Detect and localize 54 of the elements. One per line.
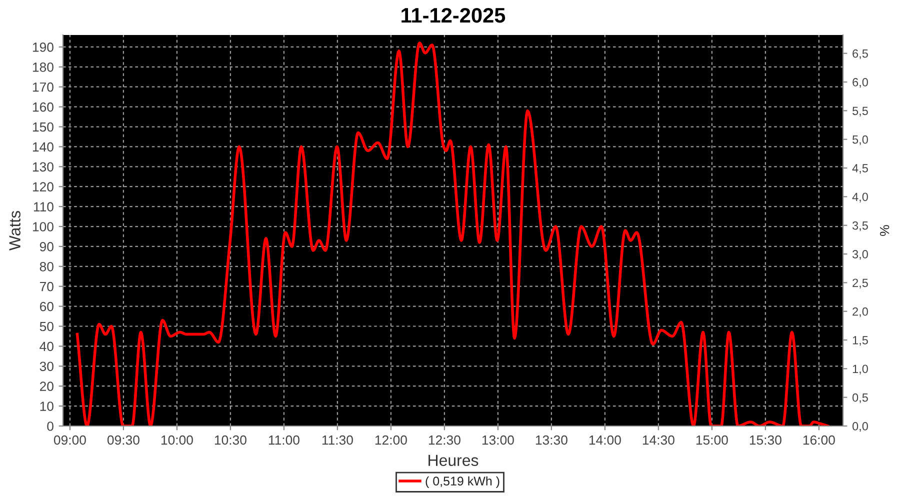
y2-tick-label: 4,5 <box>852 164 868 174</box>
x-axis-title: Heures <box>428 454 478 466</box>
y2-tick-label: 6,5 <box>852 49 868 60</box>
y-tick-label: 130 <box>32 162 54 172</box>
y2-tick-label: 4,0 <box>852 192 868 202</box>
y-tick-label: 20 <box>40 382 54 392</box>
y-tick-label: 80 <box>40 262 54 272</box>
x-tick-label: 09:30 <box>107 435 140 445</box>
x-tick-label: 10:30 <box>214 435 246 445</box>
y-tick-label: 110 <box>34 202 54 212</box>
x-tick-label: 15:30 <box>750 435 782 445</box>
y-tick-label: 10 <box>40 402 54 411</box>
y-tick-label: 100 <box>32 222 54 232</box>
y-tick-label: 0 <box>47 422 54 431</box>
y-tick-label: 70 <box>40 282 54 292</box>
y-tick-label: 140 <box>32 142 54 152</box>
x-tick-label: 11:00 <box>268 435 300 445</box>
y-axis-title: Watts <box>9 210 20 251</box>
y2-tick-label: 3,0 <box>852 250 868 260</box>
y-tick-label: 180 <box>32 62 54 72</box>
y-tick-label: 120 <box>32 182 54 192</box>
y2-tick-label: 2,0 <box>852 307 868 318</box>
y-tick-label: 90 <box>40 242 54 252</box>
y2-tick-label: 3,5 <box>852 221 868 232</box>
x-tick-label: 14:30 <box>642 435 674 445</box>
x-tick-label: 14:00 <box>589 435 621 445</box>
y-tick-label: 150 <box>32 122 54 132</box>
y-tick-label: 190 <box>32 42 54 52</box>
y2-tick-label: 1,0 <box>852 364 868 374</box>
y-tick-label: 160 <box>32 102 54 112</box>
x-tick-label: 15:00 <box>696 435 728 445</box>
y2-tick-label: 1,5 <box>852 336 868 346</box>
x-tick-label: 12:30 <box>428 435 460 445</box>
legend-label: ( 0,519 kWh ) <box>426 476 500 488</box>
x-tick-label: 10:00 <box>161 435 193 445</box>
y-tick-label: 30 <box>40 362 54 372</box>
x-tick-label: 16:00 <box>803 435 835 445</box>
y2-axis-title: % <box>880 225 890 236</box>
y-tick-label: 170 <box>32 82 54 92</box>
chart-title: 11-12-2025 <box>402 8 506 23</box>
x-tick-label: 13:30 <box>536 435 568 445</box>
y2-tick-label: 2,5 <box>852 278 868 288</box>
y2-tick-label: 5,0 <box>852 135 868 146</box>
y2-tick-label: 5,5 <box>852 106 868 116</box>
x-tick-label: 09:00 <box>54 435 86 445</box>
x-tick-label: 13:00 <box>482 435 514 445</box>
y2-tick-label: 0,0 <box>852 422 868 432</box>
y2-tick-label: 0,5 <box>852 393 868 404</box>
y2-tick-label: 6,0 <box>852 78 868 88</box>
y-tick-label: 40 <box>40 342 54 352</box>
y-tick-label: 50 <box>40 322 54 332</box>
y-tick-label: 60 <box>40 302 54 312</box>
x-tick-label: 12:00 <box>375 435 407 445</box>
x-tick-label: 11:30 <box>322 435 353 445</box>
